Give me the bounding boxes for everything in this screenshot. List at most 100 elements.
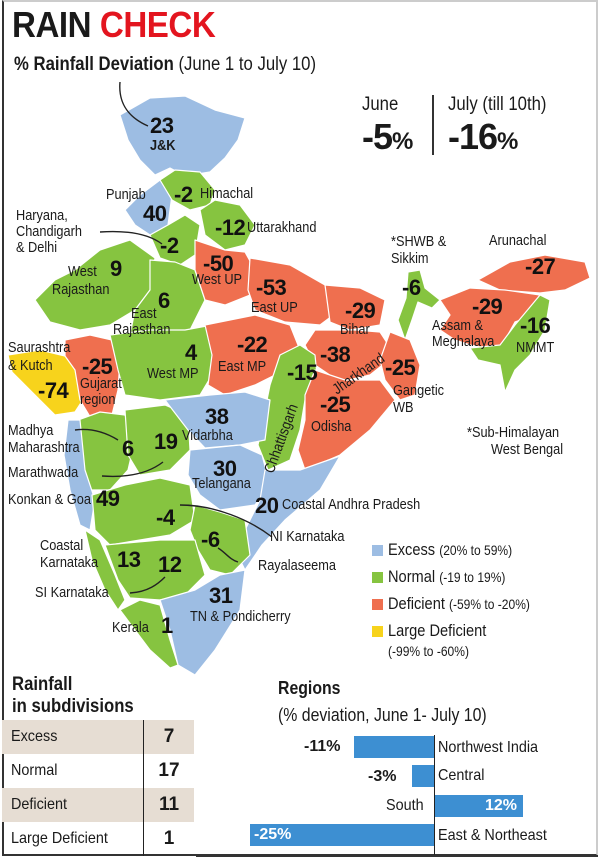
label-west-rajasthan-1: West — [68, 263, 97, 280]
value-haryana: -2 — [160, 233, 179, 258]
region-haryana — [149, 214, 201, 266]
bottom-rule — [196, 855, 598, 857]
label-kerala: Kerala — [112, 619, 149, 636]
region-gangetic-wb — [379, 331, 421, 401]
row-value-large-deficient: 1 — [163, 828, 175, 849]
label-nmmt: NMMT — [516, 339, 555, 356]
label-odisha: Odisha — [311, 418, 352, 435]
value-arunachal: -27 — [525, 254, 556, 279]
value-east-mp: -22 — [237, 332, 268, 357]
arrow-marathwada — [101, 461, 164, 478]
legend: Excess (20% to 59%) Normal (-19 to 19%) … — [372, 540, 553, 666]
label-konkan: Konkan & Goa — [8, 491, 91, 508]
bar-label-south: South — [386, 797, 424, 814]
label-gangetic-wb-1: Gangetic — [393, 382, 445, 399]
label-east-rajasthan-1: East — [131, 305, 157, 322]
value-west-rajasthan: 9 — [110, 256, 122, 281]
june-stat: June -5% — [362, 94, 413, 158]
legend-excess: Excess (20% to 59%) — [372, 540, 553, 560]
label-gujarat-2: region — [80, 391, 116, 408]
region-himachal — [159, 169, 216, 211]
bar-value-east-northeast: -25% — [254, 826, 292, 843]
subdivisions-title-line2: in subdivisions — [12, 696, 134, 717]
value-gangetic-wb: -25 — [385, 355, 416, 380]
label-assam-2: Meghalaya — [432, 333, 495, 350]
value-east-rajasthan: 6 — [158, 288, 170, 313]
arrow-rayalaseema — [217, 547, 239, 563]
value-si-karnataka: 12 — [158, 552, 182, 577]
value-nmmt: -16 — [520, 313, 551, 338]
label-shwb-1: *SHWB & — [391, 233, 447, 250]
label-rayalaseema: Rayalaseema — [258, 557, 336, 574]
label-arunachal: Arunachal — [489, 232, 547, 249]
arrow-madhya-maharashtra — [74, 428, 119, 441]
label-shwb-2: Sikkim — [391, 250, 429, 267]
value-jharkhand: -38 — [320, 342, 351, 367]
value-marathwada: 19 — [154, 429, 178, 454]
legend-large-deficient-label: Large Deficient — [388, 621, 487, 640]
region-marathwada — [124, 404, 191, 476]
value-uttarakhand: -12 — [215, 215, 246, 240]
label-west-mp: West MP — [147, 365, 199, 382]
month-divider — [432, 95, 434, 155]
label-si-karnataka: SI Karnataka — [35, 584, 109, 601]
label-coastal-karnataka-1: Coastal — [40, 537, 84, 554]
label-east-up: East UP — [251, 299, 298, 316]
swatch-excess — [372, 545, 383, 556]
legend-normal-text: Normal (-19 to 19%) — [388, 567, 505, 587]
bar-value-central: -3% — [368, 768, 397, 785]
regions-subtitle: (% deviation, June 1- July 10) — [278, 705, 487, 725]
label-madhya-maharashtra-1: Madhya — [8, 422, 54, 439]
row-label-normal: Normal — [11, 762, 58, 779]
bar-east-northeast — [250, 824, 434, 846]
legend-deficient-label: Deficient — [388, 594, 445, 613]
region-konkan — [63, 419, 96, 531]
region-odisha — [297, 369, 396, 471]
arrow-ni-karnataka — [179, 504, 273, 538]
table-row: Large Deficient 1 — [2, 822, 194, 856]
table-row: Deficient 11 — [2, 788, 194, 822]
label-saurashtra-2: & Kutch — [8, 357, 53, 374]
row-value-normal: 17 — [158, 760, 180, 781]
value-kerala: 1 — [161, 613, 173, 638]
label-telangana: Telangana — [192, 475, 251, 492]
legend-normal-label: Normal — [388, 567, 436, 586]
legend-deficient: Deficient (-59% to -20%) — [372, 594, 553, 614]
june-value: -5% — [362, 116, 413, 158]
region-saurashtra — [7, 349, 89, 416]
region-tn — [159, 569, 246, 676]
legend-excess-range: (20% to 59%) — [439, 542, 513, 558]
bar-label-central: Central — [438, 767, 485, 784]
region-uttarakhand — [199, 199, 256, 251]
region-coastal-andhra — [234, 455, 341, 571]
value-odisha: -25 — [320, 392, 351, 417]
region-shwb — [397, 269, 441, 341]
row-value-deficient: 11 — [158, 794, 180, 815]
bar-label-east-northeast: East & Northeast — [438, 827, 547, 844]
label-haryana-1: Haryana, — [16, 207, 68, 224]
value-ni-karnataka: -4 — [156, 505, 175, 530]
label-coastal-karnataka-2: Karnataka — [40, 554, 99, 571]
label-marathwada: Marathwada — [8, 464, 79, 481]
legend-normal-range: (-19 to 19%) — [439, 569, 506, 585]
label-west-rajasthan-2: Rajasthan — [52, 281, 110, 298]
value-madhya-maharashtra: 6 — [122, 436, 134, 461]
june-number: -5 — [362, 116, 393, 157]
value-west-up: -50 — [203, 251, 234, 276]
label-haryana-2: Chandigarh — [16, 223, 82, 240]
july-unit: % — [497, 128, 518, 155]
legend-large-deficient: Large Deficient (-99% to -60%) — [372, 621, 553, 659]
subtitle-range: (June 1 to July 10) — [173, 54, 317, 75]
swatch-large-deficient — [372, 626, 383, 637]
july-label: July (till 10th) — [448, 94, 547, 115]
legend-excess-text: Excess (20% to 59%) — [388, 540, 512, 560]
label-uttarakhand: Uttarakhand — [247, 219, 317, 236]
subtitle: % Rainfall Deviation (June 1 to July 10) — [14, 54, 316, 76]
value-bihar: -29 — [345, 298, 376, 323]
swatch-deficient — [372, 599, 383, 610]
bar-axis — [434, 735, 435, 856]
region-coastal-karnataka — [84, 529, 126, 611]
july-value: -16% — [448, 116, 560, 158]
label-bihar: Bihar — [340, 321, 370, 338]
value-vidarbha: 38 — [205, 404, 229, 429]
